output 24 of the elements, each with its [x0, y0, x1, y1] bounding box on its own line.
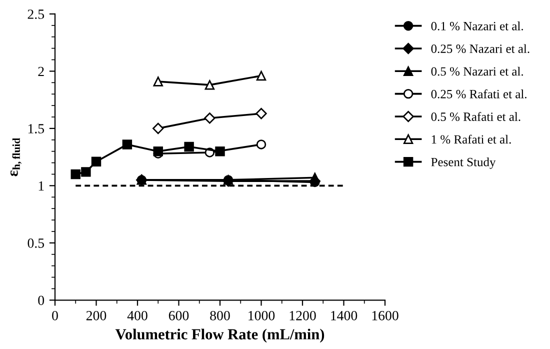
x-tick-label: 1000 — [248, 310, 275, 320]
legend-label: 1 % Rafati et al. — [432, 134, 511, 144]
y-tick-label: 2 — [38, 66, 44, 76]
y-tick-label: 2.5 — [28, 10, 44, 19]
x-tick-label: 1200 — [290, 310, 316, 320]
x-tick-label: 600 — [168, 310, 189, 320]
y-tick-label: 1 — [38, 181, 44, 190]
legend-label: Pesent Study — [431, 158, 496, 169]
legend-label: 0.25 % Nazari et al. — [431, 44, 530, 54]
x-tick-label: 800 — [210, 310, 230, 320]
x-tick-label: 400 — [127, 310, 148, 320]
x-tick-label: 1600 — [372, 310, 398, 320]
legend-label: 0.5 % Rafati et al. — [431, 112, 520, 122]
x-axis-title: Volumetric Flow Rate (mL/min) — [115, 328, 324, 343]
legend-label: 0.25 % Rafati et al. — [431, 89, 526, 98]
x-tick-label: 200 — [86, 310, 106, 320]
y-axis-title: ε$_{h,fluid}$ — [10, 138, 22, 176]
y-tick-label: 0.5 — [28, 238, 44, 248]
legend-label: 0.5 % Nazari et al. — [431, 66, 523, 76]
x-tick-label: 0 — [52, 310, 58, 320]
y-tick-label: 1.5 — [28, 124, 44, 134]
legend-label: 0.1 % Nazari et al. — [431, 22, 523, 30]
x-tick-label: 1400 — [331, 310, 358, 320]
y-tick-label: 0 — [38, 296, 44, 306]
